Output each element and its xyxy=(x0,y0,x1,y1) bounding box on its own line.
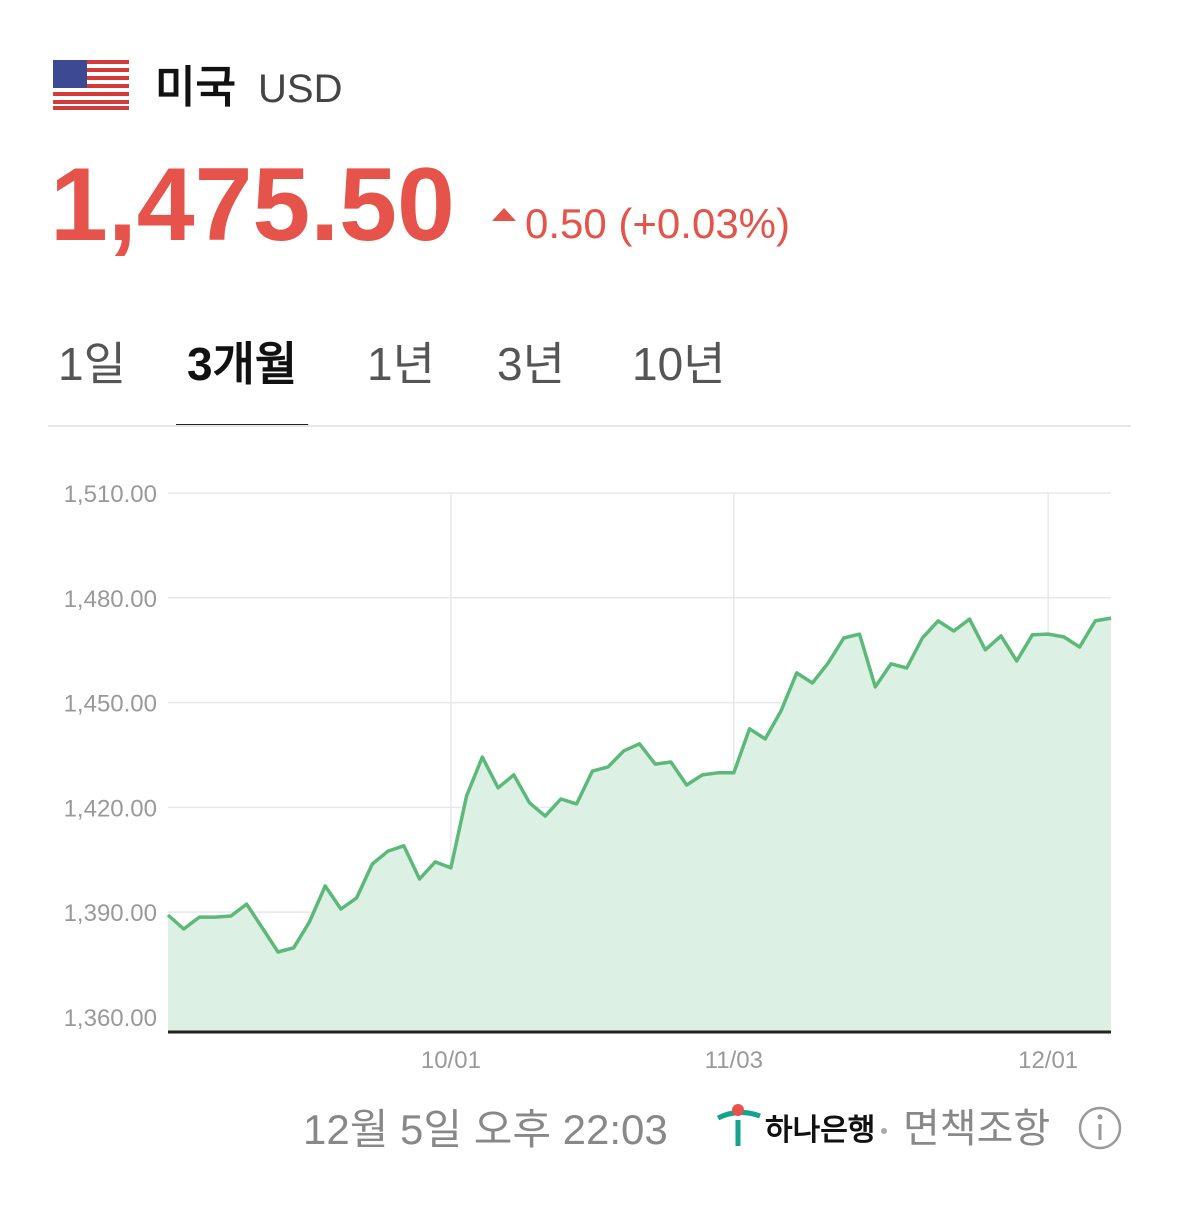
tab[interactable]: 1일 xyxy=(58,338,126,390)
y-tick-label: 1,450.00 xyxy=(64,691,157,718)
chart: 1,360.00 1,390.00 1,420.00 1,450.00 1,480.00… xyxy=(64,481,1112,1074)
y-tick-label: 1,360.00 xyxy=(64,1005,157,1032)
x-tick-label: 10/01 xyxy=(421,1047,481,1074)
timestamp: 12월 5일 오후 22:03 xyxy=(303,1106,668,1153)
tab[interactable]: 1년 xyxy=(367,338,435,390)
tab[interactable]: 3년 xyxy=(497,338,565,390)
tab[interactable]: 3개월 xyxy=(187,338,297,390)
dot-separator xyxy=(881,1128,887,1134)
disclaimer[interactable]: 면책조항 xyxy=(903,1107,1050,1151)
line xyxy=(166,616,1112,954)
tabs: 1일 3개월 1년 3년 10년 xyxy=(58,338,726,427)
x-tick-label: 11/03 xyxy=(705,1047,763,1074)
y-tick-label: 1,510.00 xyxy=(64,481,157,508)
y-tick-label: 1,420.00 xyxy=(64,795,157,822)
flag xyxy=(53,60,129,110)
price-change: 0.50 (+0.03%) xyxy=(525,200,790,247)
bank-name: 하나은행 xyxy=(765,1114,875,1147)
y-tick-label: 1,480.00 xyxy=(64,586,157,613)
up-arrow xyxy=(492,208,516,221)
currency: USD xyxy=(258,67,342,111)
country: 미국 xyxy=(155,63,236,112)
x-tick-label: 12/01 xyxy=(1018,1047,1078,1074)
y-tick-label: 1,390.00 xyxy=(64,900,157,927)
price: 1,475.50 xyxy=(50,147,455,263)
info-icon[interactable] xyxy=(1078,1106,1122,1150)
tab[interactable]: 10년 xyxy=(632,338,726,390)
area xyxy=(168,618,1111,1032)
bank-logo xyxy=(716,1104,761,1146)
